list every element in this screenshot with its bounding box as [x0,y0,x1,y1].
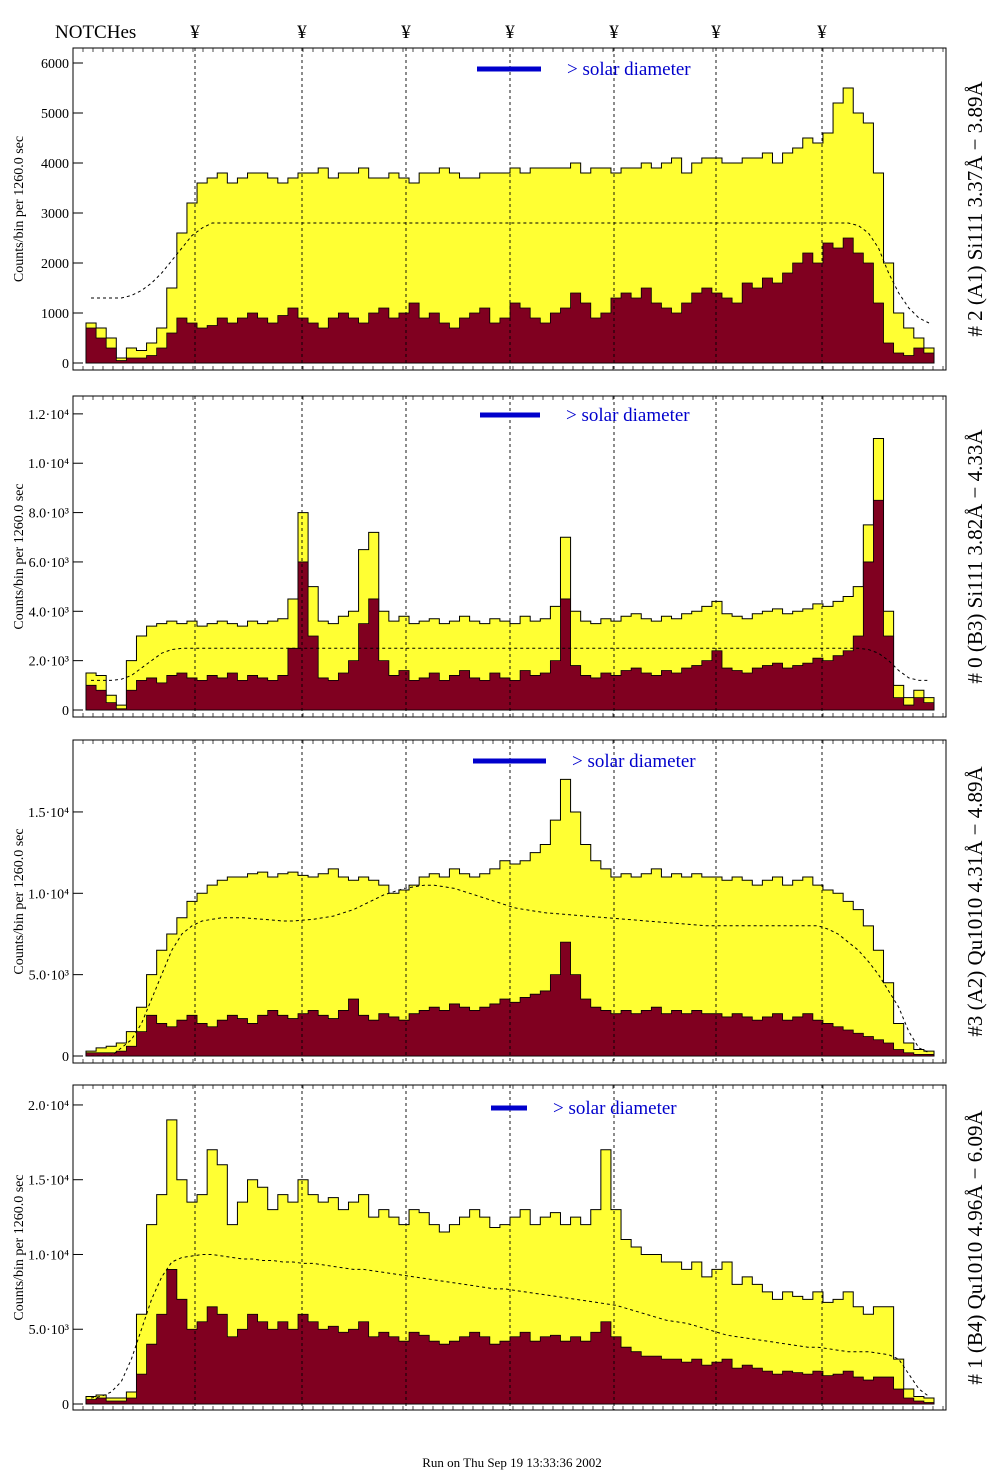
panels-group: 0 1000 2000 3000 4000 5000 6000 Counts/bin per … [12,47,987,1413]
y-tick-label: 1000 [41,307,69,322]
legend-solar-diameter-text: > solar diameter [566,405,690,426]
notch-marker: ¥ [401,22,411,43]
y-tick-label: 3000 [41,207,69,222]
y-axis-label: Counts/bin per 1260.0 sec [12,828,27,974]
legend-solar-diameter-text: > solar diameter [572,751,696,772]
y-tick-label: 4.0·10³ [29,605,69,620]
y-axis-label: Counts/bin per 1260.0 sec [12,136,27,282]
y-tick-label: 1.5·10⁴ [28,806,69,821]
series-dark-area [85,941,935,1057]
y-tick-label: 0 [62,704,69,719]
notch-markers: ¥ ¥ ¥ ¥ ¥ ¥ ¥ [190,22,827,43]
panel-side-label: # 0 (B3) Si111 3.82Å − 4.33Å [963,429,987,684]
y-tick-label: 0 [62,357,69,372]
legend-solar-diameter-text: > solar diameter [567,59,691,80]
panel-side-label: # 1 (B4) Qu1010 4.96Å − 6.09Å [963,1110,987,1385]
y-tick-label: 4000 [41,157,69,172]
series-dark-area [85,1269,935,1405]
y-tick-label: 8.0·10³ [29,507,69,522]
y-tick-label: 2.0·10⁴ [28,1099,69,1114]
y-tick-label: 1.0·10⁴ [28,1248,69,1263]
series-model-line [90,1254,930,1399]
notch-marker: ¥ [609,22,619,43]
series-dark-area [85,237,935,364]
series-model-line [91,884,930,1057]
panel-2: 0 2.0·10³ 4.0·10³ 6.0·10³ 8.0·10³ 1.0·10⁴ 1.2·… [12,395,987,719]
panel-side-label: # 2 (A1) Si111 3.37Å − 3.89Å [963,81,987,337]
y-axis-label: Counts/bin per 1260.0 sec [12,483,27,629]
y-tick-label: 2000 [41,257,69,272]
y-axis-label: Counts/bin per 1260.0 sec [12,1174,27,1320]
panel-side-label: #3 (A2) Qu1010 4.31Å − 4.89Å [963,766,987,1037]
panel-1: 0 1000 2000 3000 4000 5000 6000 Counts/bin per … [12,47,987,372]
y-tick-label: 1.5·10⁴ [28,1174,69,1189]
y-tick-label: 0 [62,1398,69,1413]
y-tick-label: 6.0·10³ [29,556,69,571]
series-model-line [91,222,930,324]
y-tick-label: 5000 [41,107,69,122]
notch-marker: ¥ [190,22,200,43]
notches-label: NOTCHes [55,22,136,43]
y-tick-label: 0 [62,1050,69,1065]
legend-solar-diameter-text: > solar diameter [553,1098,677,1119]
y-tick-label: 5.0·10³ [29,1323,69,1338]
notch-marker: ¥ [711,22,721,43]
y-tick-label: 6000 [41,57,69,72]
y-tick-label: 1.2·10⁴ [28,408,69,423]
y-tick-label: 1.0·10⁴ [28,887,69,902]
notch-marker: ¥ [297,22,307,43]
y-tick-label: 5.0·10³ [29,969,69,984]
notch-marker: ¥ [505,22,515,43]
y-tick-label: 2.0·10³ [29,655,69,670]
series-total-area [85,778,935,1057]
panel-4: 0 5.0·10³ 1.0·10⁴ 1.5·10⁴ 2.0·10⁴ Counts/bin … [12,1084,987,1413]
notch-marker: ¥ [817,22,827,43]
y-tick-label: 1.0·10⁴ [28,457,69,472]
run-info: Run on Thu Sep 19 13:33:36 2002 [422,1455,602,1470]
